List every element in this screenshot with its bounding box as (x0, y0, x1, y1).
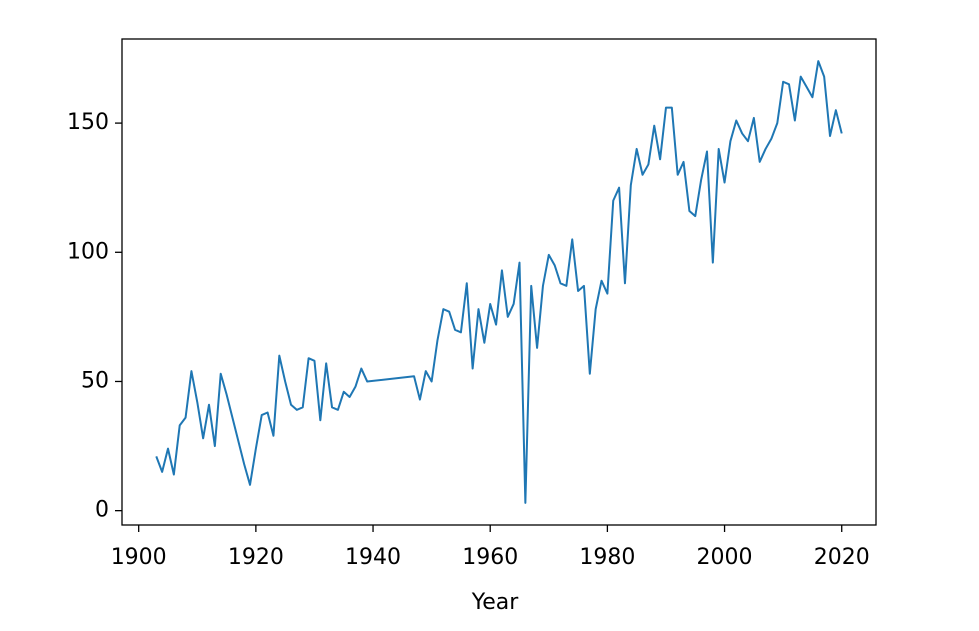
x-tick-label: 2020 (814, 545, 870, 570)
x-tick-label: 1900 (111, 545, 167, 570)
x-tick-label: 2000 (697, 545, 753, 570)
x-tick-label: 1940 (345, 545, 401, 570)
x-tick-label: 1980 (579, 545, 635, 570)
x-tick-label: 1920 (228, 545, 284, 570)
y-tick-label: 0 (95, 498, 109, 523)
y-tick-label: 150 (67, 110, 109, 135)
y-tick-label: 50 (81, 368, 109, 393)
plot-frame (121, 38, 877, 526)
y-tick-label: 100 (67, 239, 109, 264)
x-tick-label: 1960 (462, 545, 518, 570)
x-axis-label: Year (471, 590, 520, 615)
data-line (155, 60, 843, 504)
